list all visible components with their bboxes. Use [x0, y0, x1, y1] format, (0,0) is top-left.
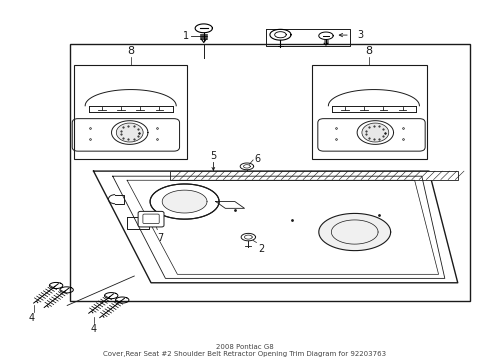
Text: 1: 1 — [183, 31, 189, 41]
Bar — [69, 44, 469, 301]
Text: 8: 8 — [127, 46, 134, 56]
Text: 4: 4 — [28, 313, 34, 323]
FancyBboxPatch shape — [142, 214, 159, 224]
Text: 3: 3 — [356, 30, 363, 40]
Text: 2: 2 — [257, 244, 264, 254]
Bar — [74, 64, 186, 159]
Bar — [170, 171, 457, 180]
FancyBboxPatch shape — [138, 211, 163, 227]
Polygon shape — [93, 171, 457, 283]
Circle shape — [361, 123, 388, 142]
Text: 5: 5 — [210, 151, 216, 161]
Circle shape — [116, 123, 143, 142]
Ellipse shape — [162, 190, 206, 213]
Bar — [311, 64, 426, 159]
Text: 4: 4 — [90, 324, 97, 334]
Text: 6: 6 — [254, 154, 260, 164]
Ellipse shape — [318, 213, 390, 251]
Text: 8: 8 — [365, 46, 372, 56]
Text: 2008 Pontiac G8
Cover,Rear Seat #2 Shoulder Belt Retractor Opening Trim Diagram : 2008 Pontiac G8 Cover,Rear Seat #2 Shoul… — [103, 344, 385, 357]
Text: 7: 7 — [157, 233, 163, 243]
